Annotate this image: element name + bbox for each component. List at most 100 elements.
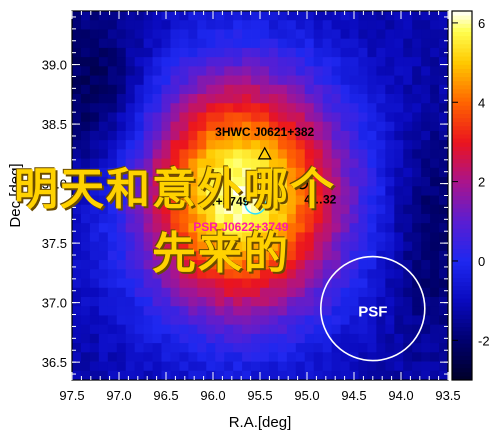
heatmap-cell	[286, 103, 297, 113]
colorbar-band	[452, 355, 472, 360]
heatmap-cell	[439, 361, 449, 372]
heatmap-cell	[260, 29, 270, 40]
heatmap-cell	[340, 232, 350, 243]
heatmap-cell	[358, 250, 368, 261]
heatmap-cell	[134, 343, 145, 353]
heatmap-cell	[286, 343, 297, 353]
heatmap-cell	[134, 333, 145, 344]
heatmap-cell	[152, 186, 162, 196]
heatmap-cell	[98, 204, 109, 215]
heatmap-cell	[89, 38, 100, 49]
heatmap-cell	[322, 333, 333, 344]
heatmap-cell	[161, 140, 171, 150]
heatmap-cell	[260, 167, 270, 178]
heatmap-cell	[233, 75, 243, 86]
heatmap-cell	[403, 250, 413, 261]
heatmap-cell	[72, 103, 82, 113]
heatmap-cell	[152, 11, 162, 21]
y-tick-label: 37.5	[42, 236, 67, 251]
heatmap-cell	[161, 47, 171, 58]
heatmap-cell	[143, 29, 153, 40]
heatmap-cell	[313, 112, 324, 123]
heatmap-cell	[80, 278, 91, 289]
heatmap-cell	[268, 57, 279, 67]
heatmap-cell	[134, 66, 145, 76]
heatmap-cell	[394, 94, 404, 104]
heatmap-cell	[304, 278, 315, 289]
heatmap-cell	[89, 241, 100, 252]
heatmap-cell	[295, 232, 306, 243]
heatmap-cell	[349, 177, 359, 187]
heatmap-cell	[215, 47, 225, 58]
heatmap-cell	[268, 121, 279, 132]
heatmap-cell	[349, 260, 359, 270]
colorbar-band	[452, 314, 472, 319]
heatmap-cell	[313, 232, 324, 243]
heatmap-cell	[304, 213, 315, 224]
heatmap-cell	[268, 241, 279, 252]
heatmap-cell	[385, 306, 395, 316]
heatmap-cell	[430, 241, 440, 252]
heatmap-cell	[80, 370, 91, 381]
heatmap-cell	[277, 306, 288, 316]
heatmap-cell	[116, 352, 127, 362]
heatmap-cell	[358, 241, 368, 252]
heatmap-cell	[188, 269, 198, 279]
heatmap-cell	[313, 38, 324, 49]
heatmap-cell	[295, 260, 306, 270]
heatmap-cell	[89, 223, 100, 233]
heatmap-cell	[125, 213, 136, 224]
heatmap-cell	[98, 38, 109, 49]
heatmap-cell	[72, 186, 82, 196]
heatmap-cell	[286, 47, 297, 58]
heatmap-cell	[313, 75, 324, 86]
heatmap-cell	[98, 186, 109, 196]
heatmap-cell	[340, 195, 350, 206]
heatmap-cell	[322, 112, 333, 123]
heatmap-cell	[277, 324, 288, 335]
heatmap-cell	[367, 213, 377, 224]
heatmap-cell	[179, 296, 189, 307]
heatmap-cell	[385, 112, 395, 123]
heatmap-cell	[260, 352, 270, 362]
heatmap-cell	[134, 57, 145, 67]
heatmap-cell	[125, 204, 136, 215]
heatmap-cell	[107, 84, 118, 95]
heatmap-cell	[295, 370, 306, 381]
heatmap-cell	[358, 306, 368, 316]
heatmap-cell	[206, 130, 216, 141]
heatmap-cell	[376, 186, 386, 196]
heatmap-cell	[125, 296, 136, 307]
heatmap-cell	[349, 306, 359, 316]
heatmap-cell	[412, 361, 422, 372]
heatmap-cell	[385, 260, 395, 270]
heatmap-cell	[439, 324, 449, 335]
heatmap-cell	[268, 333, 279, 344]
heatmap-cell	[215, 333, 225, 344]
heatmap-cell	[143, 11, 153, 21]
heatmap-cell	[376, 103, 386, 113]
heatmap-cell	[116, 130, 127, 141]
heatmap-cell	[188, 241, 198, 252]
heatmap-cell	[72, 94, 82, 104]
heatmap-cell	[80, 94, 91, 104]
colorbar-band	[452, 252, 472, 258]
heatmap-cell	[358, 38, 368, 49]
heatmap-cell	[358, 260, 368, 270]
heatmap-cell	[304, 306, 315, 316]
heatmap-cell	[251, 213, 261, 224]
heatmap-cell	[72, 333, 82, 344]
heatmap-cell	[358, 158, 368, 169]
heatmap-cell	[134, 20, 145, 30]
heatmap-cell	[98, 130, 109, 141]
heatmap-cell	[322, 204, 333, 215]
heatmap-cell	[439, 20, 449, 30]
heatmap-cell	[376, 370, 386, 381]
heatmap-cell	[206, 269, 216, 279]
heatmap-cell	[134, 167, 145, 178]
heatmap-cell	[331, 333, 341, 344]
heatmap-cell	[98, 343, 109, 353]
heatmap-cell	[89, 361, 100, 372]
heatmap-cell	[242, 315, 252, 326]
colorbar-band	[452, 97, 472, 102]
